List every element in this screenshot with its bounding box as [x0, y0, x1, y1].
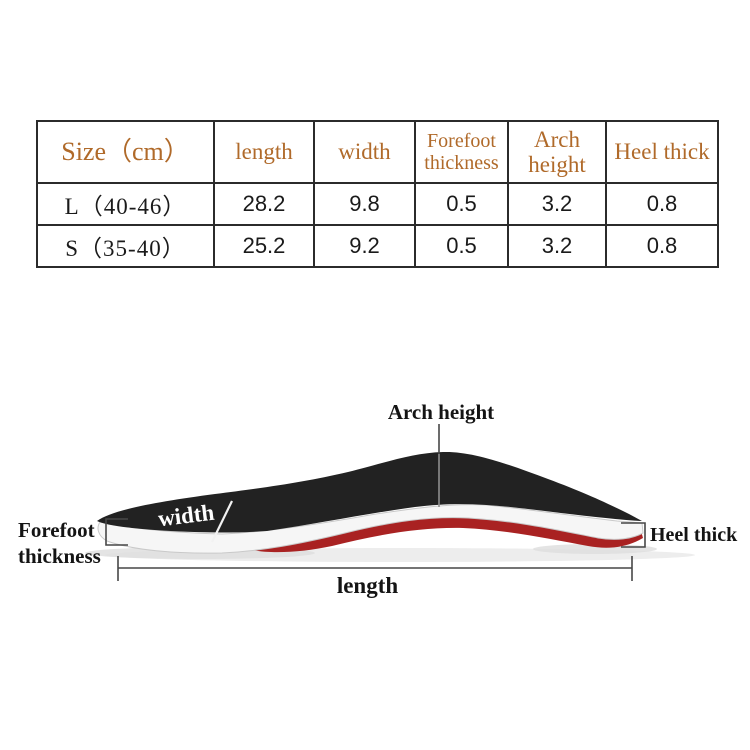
column-header-size: Size（cm）: [36, 120, 215, 184]
size-value-cell: 0.8: [605, 182, 719, 226]
column-header-forefoot-thickness: Forefoot thickness: [414, 120, 509, 184]
insole-top-layer: [97, 451, 642, 533]
size-value-cell: 3.2: [507, 182, 607, 226]
size-value-cell: 28.2: [213, 182, 315, 226]
heel-thick-label: Heel thick: [650, 524, 738, 546]
column-header-length: length: [213, 120, 315, 184]
size-value-cell: 9.2: [313, 224, 416, 268]
table-row-size-l: L（40-46） 28.2 9.8 0.5 3.2 0.8: [36, 182, 719, 226]
column-header-heel-thick: Heel thick: [605, 120, 719, 184]
arch-height-label: Arch height: [387, 400, 495, 424]
forefoot-thickness-bracket: [105, 518, 128, 546]
size-value-cell: 0.5: [414, 224, 509, 268]
header-row: Size（cm） length width Forefoot thickness…: [36, 120, 719, 184]
column-header-width: width: [313, 120, 416, 184]
size-value-cell: 25.2: [213, 224, 315, 268]
size-value-cell: 0.5: [414, 182, 509, 226]
column-header-arch-height: Arch height: [507, 120, 607, 184]
length-label: length: [336, 573, 399, 598]
size-value-cell: 3.2: [507, 224, 607, 268]
size-chart-table: Size（cm） length width Forefoot thickness…: [36, 120, 719, 268]
table-row-size-s: S（35-40） 25.2 9.2 0.5 3.2 0.8: [36, 224, 719, 268]
dimension-lines: [105, 424, 646, 581]
width-marker-line: [211, 500, 233, 543]
size-row-label: L（40-46）: [36, 182, 215, 226]
insole-midsole-layer: [97, 504, 644, 554]
size-value-cell: 0.8: [605, 224, 719, 268]
heel-thick-bracket: [621, 522, 646, 548]
forefoot-thickness-label: Forefoot thickness: [18, 518, 101, 568]
size-value-cell: 9.8: [313, 182, 416, 226]
size-row-label: S（35-40）: [36, 224, 215, 268]
size-chart-body: L（40-46） 28.2 9.8 0.5 3.2 0.8 S（35-40） 2…: [36, 182, 719, 268]
size-chart-header: Size（cm） length width Forefoot thickness…: [36, 120, 719, 184]
